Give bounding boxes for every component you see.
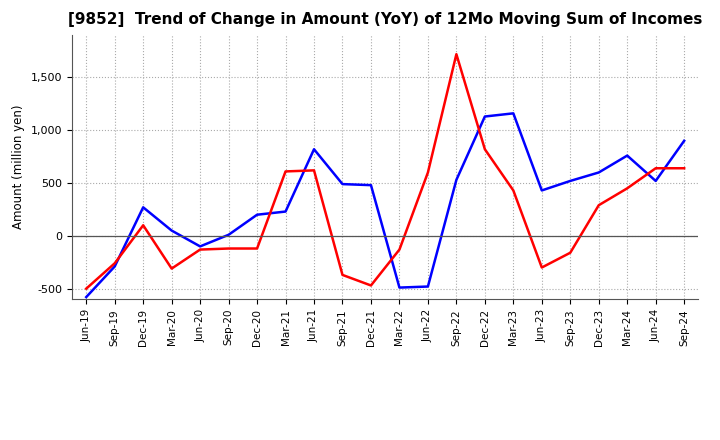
Net Income [196, 247, 204, 252]
Line: Net Income: Net Income [86, 54, 684, 289]
Net Income [310, 168, 318, 173]
Ordinary Income [395, 285, 404, 290]
Ordinary Income [366, 183, 375, 188]
Ordinary Income [623, 153, 631, 158]
Net Income [595, 202, 603, 208]
Net Income [452, 51, 461, 57]
Ordinary Income [652, 178, 660, 183]
Ordinary Income [509, 111, 518, 116]
Net Income [110, 260, 119, 266]
Net Income [652, 165, 660, 171]
Ordinary Income [167, 228, 176, 233]
Ordinary Income [139, 205, 148, 210]
Ordinary Income [452, 177, 461, 183]
Net Income [680, 165, 688, 171]
Net Income [537, 265, 546, 270]
Net Income [167, 266, 176, 271]
Net Income [282, 169, 290, 174]
Net Income [82, 286, 91, 291]
Ordinary Income [338, 181, 347, 187]
Net Income [338, 272, 347, 278]
Net Income [253, 246, 261, 251]
Ordinary Income [282, 209, 290, 214]
Net Income [480, 147, 489, 152]
Ordinary Income [82, 294, 91, 300]
Net Income [509, 188, 518, 193]
Net Income [423, 170, 432, 175]
Net Income [623, 186, 631, 191]
Line: Ordinary Income: Ordinary Income [86, 114, 684, 297]
Ordinary Income [595, 170, 603, 175]
Ordinary Income [253, 212, 261, 217]
Ordinary Income [310, 147, 318, 152]
Y-axis label: Amount (million yen): Amount (million yen) [12, 105, 25, 229]
Ordinary Income [110, 264, 119, 269]
Ordinary Income [480, 114, 489, 119]
Title: [9852]  Trend of Change in Amount (YoY) of 12Mo Moving Sum of Incomes: [9852] Trend of Change in Amount (YoY) o… [68, 12, 703, 27]
Ordinary Income [196, 244, 204, 249]
Net Income [225, 246, 233, 251]
Ordinary Income [537, 188, 546, 193]
Net Income [395, 247, 404, 252]
Ordinary Income [680, 138, 688, 143]
Ordinary Income [566, 178, 575, 183]
Net Income [139, 223, 148, 228]
Ordinary Income [225, 232, 233, 238]
Net Income [366, 283, 375, 288]
Net Income [566, 250, 575, 255]
Ordinary Income [423, 284, 432, 289]
